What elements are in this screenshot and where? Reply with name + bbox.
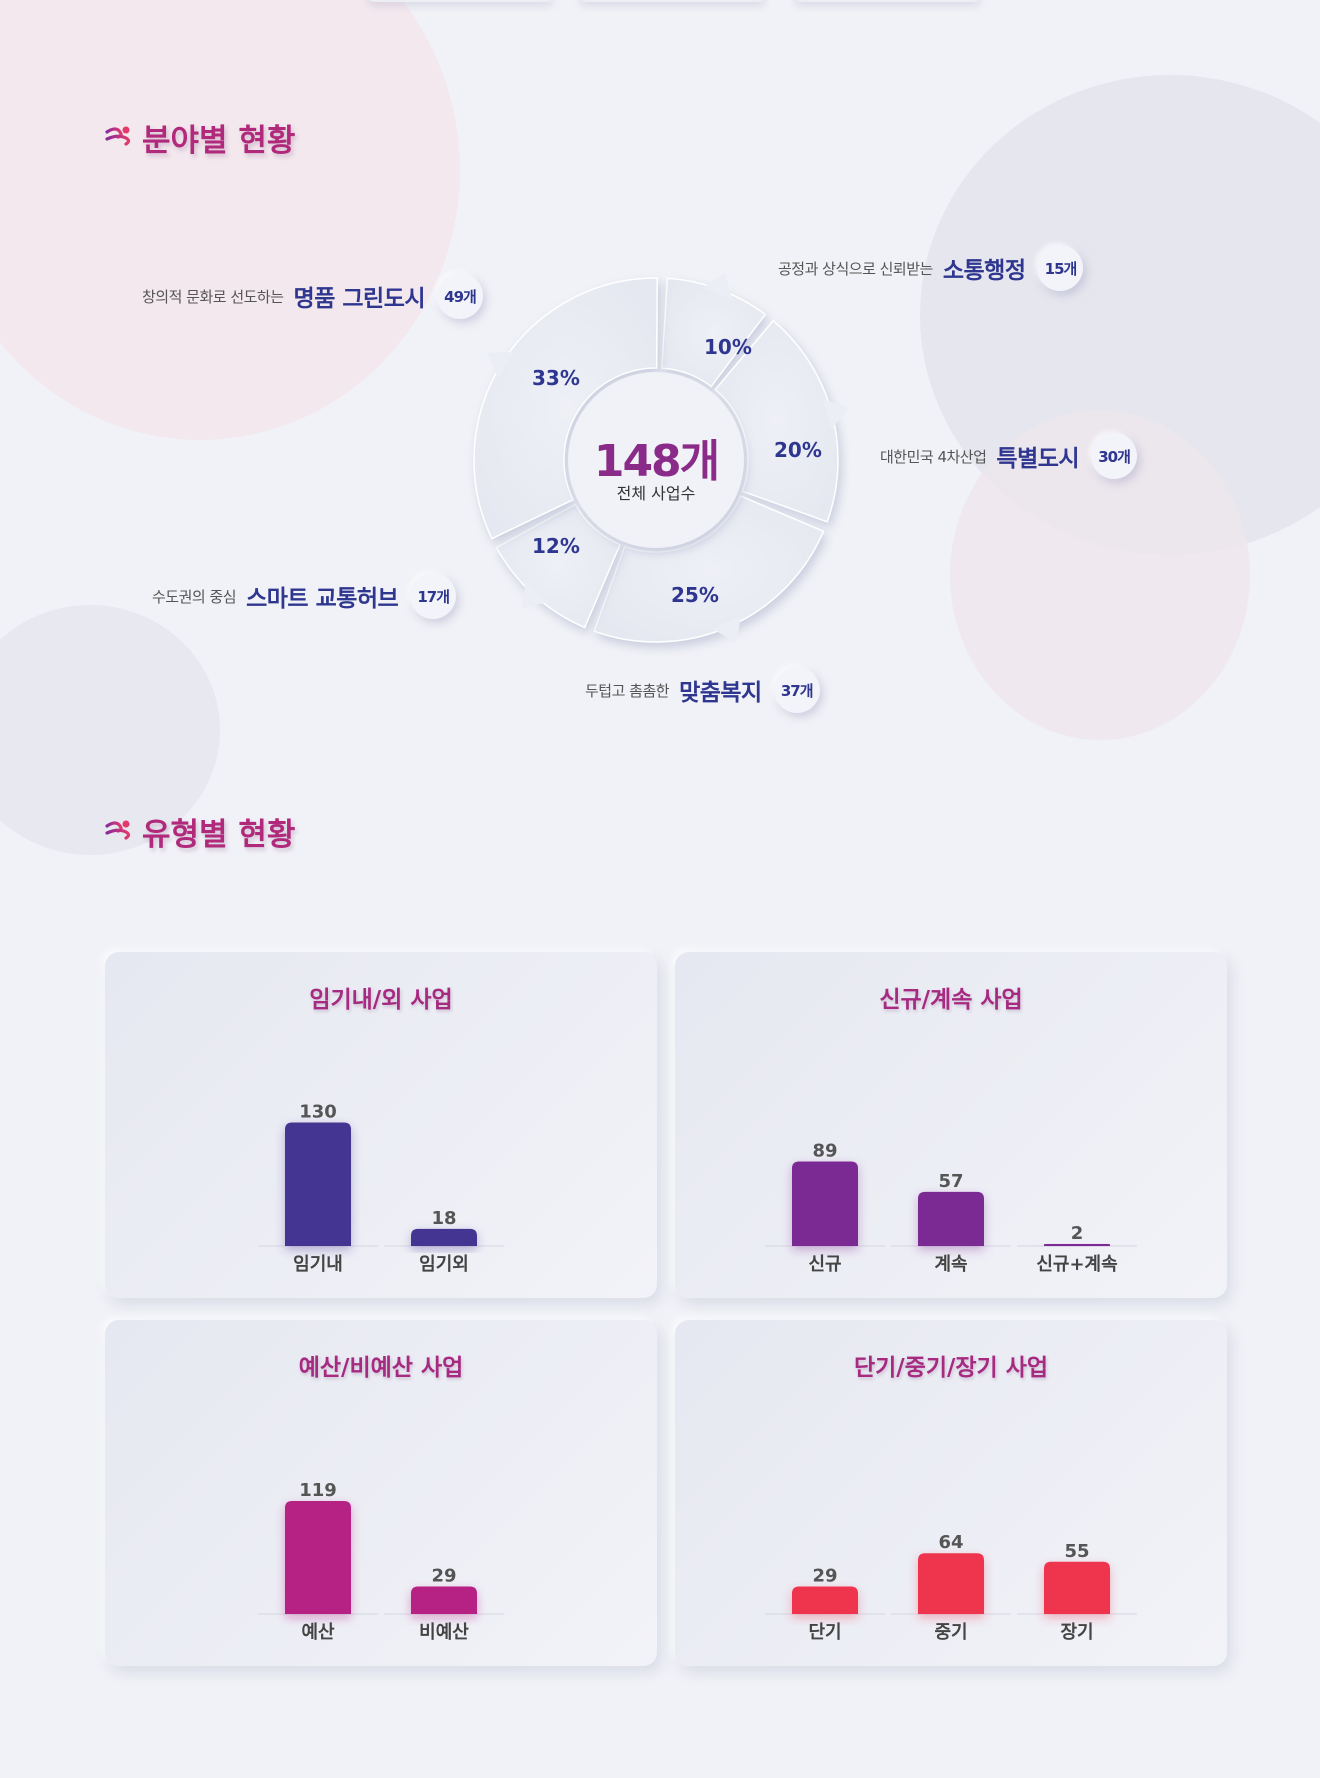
section-title-text: 유형별 현황 xyxy=(142,817,296,853)
donut-pointer-special xyxy=(823,399,850,430)
top-card-edge xyxy=(580,0,765,2)
callout-main: 명품 그린도시 xyxy=(293,286,426,312)
bar-chart-term: 130 임기내 18 임기외 xyxy=(258,1102,504,1275)
bar-category-label: 예산 xyxy=(301,1622,335,1643)
section-title-type: 유형별 현황 xyxy=(104,809,295,854)
donut-pointer-smart xyxy=(521,581,549,609)
chart-card-duration: 단기/중기/장기 사업 29 단기 64 중기 55 장기 xyxy=(675,1320,1227,1666)
bar-value-label: 18 xyxy=(431,1208,456,1229)
bar-value-label: 57 xyxy=(938,1171,963,1192)
bar-category-label: 임기외 xyxy=(419,1254,469,1275)
donut-chart xyxy=(473,272,850,644)
bar-예산 xyxy=(285,1500,351,1614)
donut-pointer-comm xyxy=(702,272,732,299)
bar-value-label: 119 xyxy=(299,1480,337,1501)
callout-main: 스마트 교통허브 xyxy=(246,586,399,612)
callout-special: 대한민국 4차산업 특별도시 30개 xyxy=(880,433,1138,479)
chart-card-budget: 예산/비예산 사업 119 예산 29 비예산 xyxy=(105,1320,657,1666)
bar-value-label: 29 xyxy=(431,1565,456,1586)
bar-신규+계속 xyxy=(1044,1244,1110,1246)
callout-sub: 창의적 문화로 선도하는 xyxy=(142,287,284,306)
bar-임기내 xyxy=(285,1122,351,1246)
total-count: 148개 xyxy=(593,436,720,487)
callout-main: 소통행정 xyxy=(942,258,1026,284)
section-title-field: 분야별 현황 xyxy=(104,115,295,160)
callout-welfare: 두텁고 촘촘한 맞춤복지 37개 xyxy=(585,667,820,713)
donut-segment-green xyxy=(473,277,659,540)
bar-value-label: 55 xyxy=(1064,1541,1089,1562)
top-card-edge xyxy=(368,0,553,2)
bar-계속 xyxy=(918,1191,984,1246)
donut-segment-special xyxy=(714,319,839,523)
callout-sub: 공정과 상식으로 신뢰받는 xyxy=(778,259,933,278)
bar-value-label: 2 xyxy=(1071,1223,1084,1244)
count-badge: 30개 xyxy=(1091,433,1138,479)
pct-label-green: 33% xyxy=(532,366,580,390)
callout-main: 맞춤복지 xyxy=(679,680,762,706)
callout-green: 창의적 문화로 선도하는 명품 그린도시 49개 xyxy=(142,273,484,319)
section-title-text: 분야별 현황 xyxy=(142,123,296,159)
donut-center xyxy=(568,372,744,548)
bar-chart-budget: 119 예산 29 비예산 xyxy=(258,1480,504,1643)
bar-category-label: 임기내 xyxy=(293,1254,343,1275)
donut-pointer-green xyxy=(487,351,515,379)
bar-신규 xyxy=(792,1161,858,1246)
count-badge: 49개 xyxy=(437,273,484,319)
bg-circle xyxy=(920,75,1320,555)
bar-chart-new: 89 신규 57 계속 2 신규+계속 xyxy=(765,1140,1137,1275)
callout-comm: 공정과 상식으로 신뢰받는 소통행정 15개 xyxy=(778,245,1084,291)
callout-sub: 두텁고 촘촘한 xyxy=(585,681,670,700)
bar-category-label: 신규+계속 xyxy=(1036,1254,1117,1275)
chart-card-new: 신규/계속 사업 89 신규 57 계속 2 신규+계속 xyxy=(675,952,1227,1298)
pct-label-comm: 10% xyxy=(704,335,752,359)
bar-장기 xyxy=(1044,1561,1110,1614)
chart-card-term: 임기내/외 사업 130 임기내 18 임기외 xyxy=(105,952,657,1298)
bar-value-label: 130 xyxy=(299,1102,337,1123)
bar-value-label: 29 xyxy=(812,1565,837,1586)
bar-category-label: 신규 xyxy=(808,1254,841,1275)
count-badge: 15개 xyxy=(1037,245,1084,291)
bar-category-label: 비예산 xyxy=(419,1622,469,1643)
bar-chart-duration: 29 단기 64 중기 55 장기 xyxy=(765,1532,1137,1643)
pct-label-welfare: 25% xyxy=(671,583,719,607)
bar-중기 xyxy=(918,1553,984,1614)
callout-smart: 수도권의 중심 스마트 교통허브 17개 xyxy=(152,573,457,619)
bar-value-label: 64 xyxy=(938,1532,963,1553)
bg-circle xyxy=(0,0,460,440)
bar-비예산 xyxy=(411,1586,477,1614)
bar-category-label: 장기 xyxy=(1060,1622,1093,1643)
swirl-icon xyxy=(105,126,131,146)
donut-segment-smart xyxy=(495,503,621,629)
chart-title: 예산/비예산 사업 xyxy=(298,1355,464,1381)
swirl-icon xyxy=(105,820,131,840)
callout-main: 특별도시 xyxy=(996,446,1080,472)
pct-label-special: 20% xyxy=(774,438,822,462)
callout-sub: 대한민국 4차산업 xyxy=(880,447,987,466)
bar-category-label: 계속 xyxy=(934,1254,967,1275)
bar-단기 xyxy=(792,1586,858,1614)
callout-sub: 수도권의 중심 xyxy=(152,587,237,606)
chart-title: 단기/중기/장기 사업 xyxy=(853,1355,1049,1381)
total-label: 전체 사업수 xyxy=(616,484,696,503)
chart-title: 임기내/외 사업 xyxy=(309,987,453,1013)
donut-pointer-welfare xyxy=(712,616,742,644)
bar-value-label: 89 xyxy=(812,1140,837,1161)
donut-segment-welfare xyxy=(593,495,825,643)
bar-category-label: 중기 xyxy=(934,1622,967,1643)
count-badge: 17개 xyxy=(410,573,457,619)
count-badge: 37개 xyxy=(773,667,820,713)
pct-label-smart: 12% xyxy=(532,534,580,558)
top-card-edge xyxy=(795,0,980,2)
bar-category-label: 단기 xyxy=(808,1622,841,1643)
bar-임기외 xyxy=(411,1228,477,1246)
chart-title: 신규/계속 사업 xyxy=(879,987,1023,1013)
donut-segment-comm xyxy=(660,277,767,388)
